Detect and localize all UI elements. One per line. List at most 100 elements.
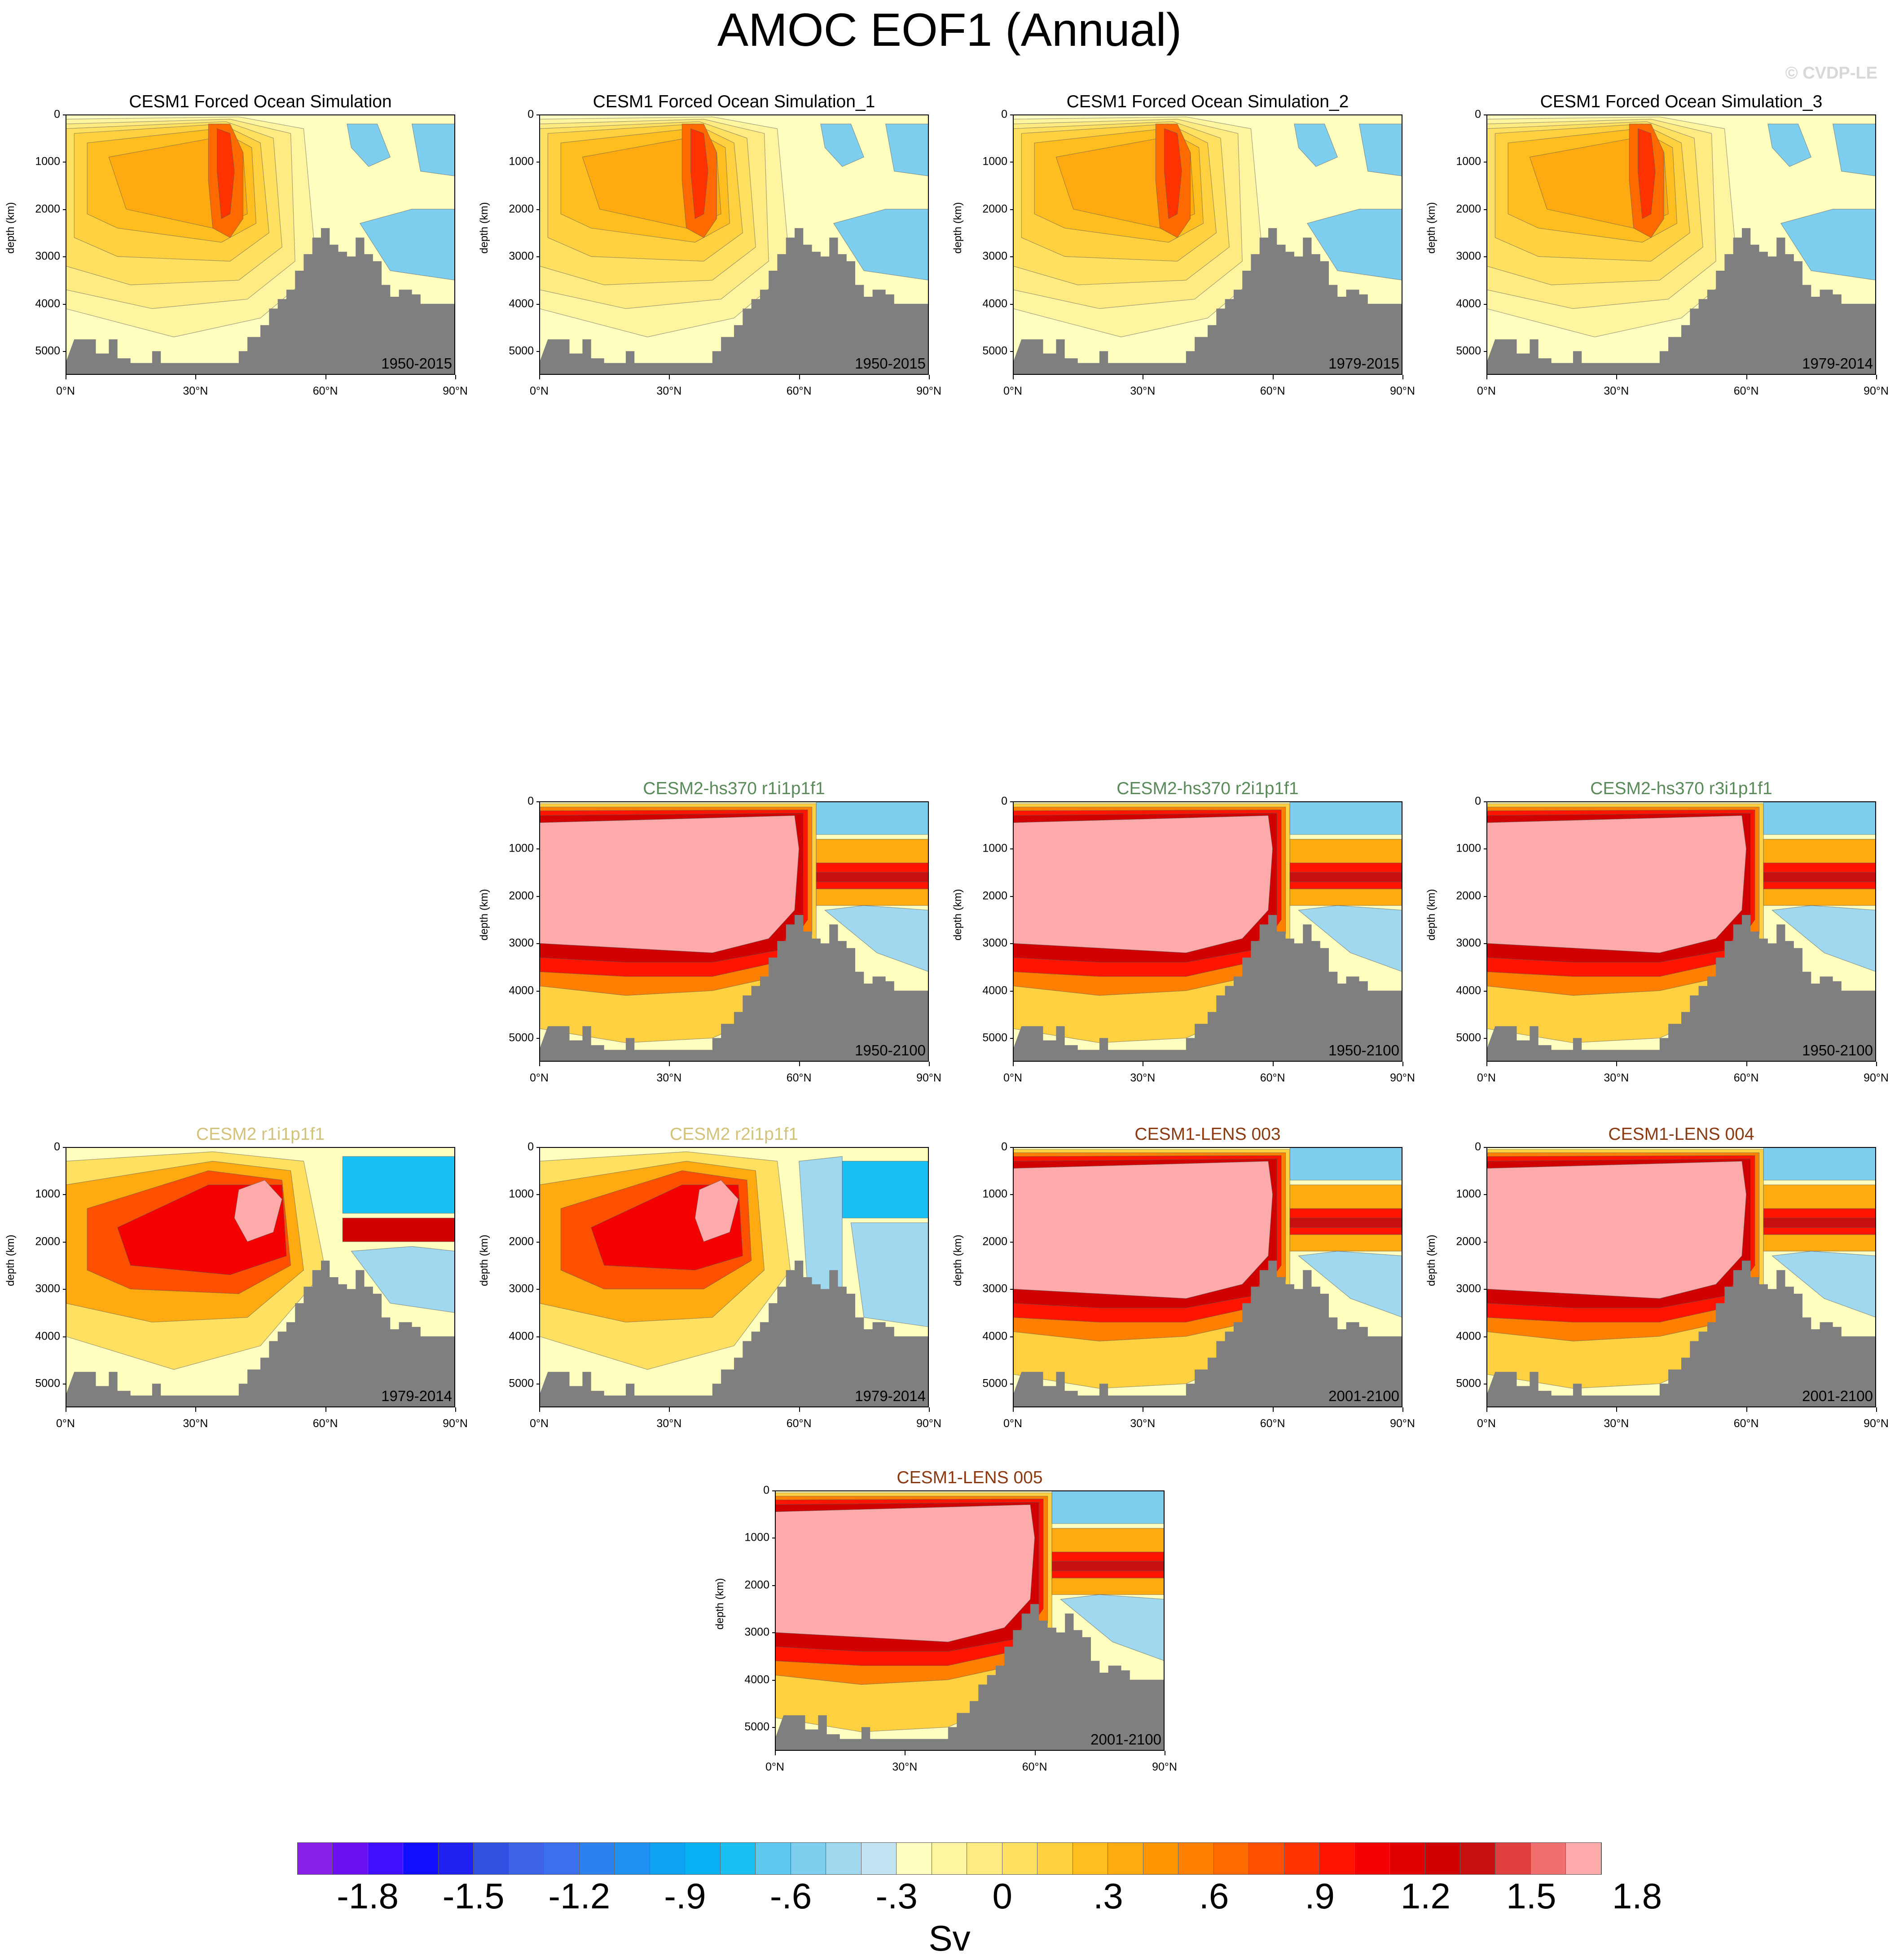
x-tick-label: 30°N	[656, 1417, 682, 1430]
contour-band	[359, 209, 455, 281]
y-axis-label: depth (km)	[478, 889, 490, 940]
colorbar-swatch	[474, 1843, 509, 1874]
y-tick-label: 2000	[982, 202, 1007, 215]
y-tick-mark	[63, 303, 66, 305]
y-tick-mark	[1010, 256, 1014, 258]
y-tick-mark	[536, 801, 540, 802]
colorbar-swatch	[368, 1843, 404, 1874]
y-tick-mark	[1484, 114, 1487, 115]
contour-band	[1298, 1251, 1402, 1318]
x-tick-label: 30°N	[1130, 1417, 1156, 1430]
colorbar-swatch	[1460, 1843, 1496, 1874]
y-tick-mark	[772, 1490, 776, 1491]
x-tick-label: 0°N	[1003, 1072, 1022, 1084]
y-tick-label: 0	[528, 1140, 534, 1153]
plot-frame	[539, 114, 929, 375]
panel: CESM1 Forced Ocean Simulation_2 1979-2015…	[947, 92, 1425, 415]
y-tick-mark	[1484, 801, 1487, 802]
y-tick-mark	[63, 351, 66, 352]
x-tick-mark	[455, 1407, 456, 1412]
plot-area	[539, 801, 929, 1062]
contour-band	[775, 1504, 1035, 1643]
colorbar-label: -1.2	[548, 1876, 611, 1916]
contour-band	[234, 1180, 282, 1242]
contour-band	[1289, 801, 1402, 835]
x-tick-label: 60°N	[786, 385, 812, 397]
y-tick-mark	[536, 896, 540, 897]
colorbar-label: -.6	[769, 1876, 812, 1916]
y-tick-label: 1000	[1456, 842, 1481, 855]
x-tick-mark	[195, 1407, 197, 1412]
contour-plot	[1486, 801, 1876, 1062]
land-mask	[1486, 1261, 1876, 1407]
y-tick-mark	[772, 1585, 776, 1586]
panel-title: CESM2 r1i1p1f1	[196, 1125, 325, 1144]
y-axis-label: depth (km)	[1425, 889, 1437, 940]
y-tick-label: 5000	[1456, 1377, 1481, 1390]
y-tick-label: 0	[54, 1140, 60, 1153]
x-tick-label: 30°N	[892, 1761, 918, 1773]
y-tick-mark	[1010, 1241, 1014, 1243]
plot-area	[1486, 1147, 1876, 1407]
contour-band	[1763, 872, 1876, 882]
contour-band	[1051, 1490, 1165, 1524]
y-tick-mark	[63, 114, 66, 115]
contour-band	[539, 815, 800, 954]
plot-frame	[1486, 1147, 1876, 1407]
x-tick-label: 90°N	[1864, 1417, 1889, 1430]
contour-band	[411, 123, 455, 176]
y-axis-label: depth (km)	[4, 1235, 17, 1286]
y-tick-mark	[536, 303, 540, 305]
colorbar-swatch	[1249, 1843, 1284, 1874]
y-tick-mark	[63, 162, 66, 163]
y-axis-label: depth (km)	[1425, 202, 1437, 254]
contour-band	[816, 872, 929, 882]
panel: CESM1 Forced Ocean Simulation_1 1950-2015…	[474, 92, 952, 415]
contour-band	[1832, 123, 1876, 176]
colorbar-swatch	[1319, 1843, 1355, 1874]
y-tick-label: 3000	[509, 250, 534, 263]
x-tick-mark	[1746, 375, 1747, 379]
plot-frame	[1486, 114, 1876, 375]
colorbar-swatch	[861, 1843, 897, 1874]
y-tick-mark	[536, 162, 540, 163]
contour-band	[1164, 128, 1182, 219]
colorbar-swatch	[1390, 1843, 1425, 1874]
panel-title: CESM1 Forced Ocean Simulation_2	[1066, 92, 1349, 111]
y-axis-label: depth (km)	[952, 202, 964, 254]
x-tick-mark	[775, 1751, 776, 1755]
y-tick-mark	[536, 848, 540, 850]
y-tick-mark	[1484, 990, 1487, 992]
colorbar-swatch	[1566, 1843, 1601, 1874]
contour-band	[1358, 123, 1402, 176]
panel-title: CESM2 r2i1p1f1	[669, 1125, 799, 1144]
x-tick-mark	[1486, 1062, 1487, 1066]
colorbar-swatch	[932, 1843, 967, 1874]
panel-title: CESM1-LENS 005	[897, 1468, 1043, 1487]
y-tick-label: 3000	[35, 1282, 60, 1295]
contour-band	[1772, 905, 1876, 972]
contour-band	[695, 1180, 739, 1242]
y-tick-mark	[1484, 303, 1487, 305]
y-tick-label: 1000	[35, 1187, 60, 1200]
y-tick-label: 3000	[35, 250, 60, 263]
y-tick-label: 4000	[1456, 984, 1481, 997]
x-tick-mark	[669, 1062, 670, 1066]
plot-area	[539, 1147, 929, 1407]
x-tick-label: 90°N	[916, 1417, 941, 1430]
contour-band	[1486, 815, 1747, 954]
panel: CESM1-LENS 005 2001-2100 depth (km) 0 1000 20…	[709, 1468, 1187, 1791]
y-tick-label: 2000	[509, 202, 534, 215]
y-tick-label: 5000	[982, 1377, 1007, 1390]
x-tick-label: 60°N	[312, 385, 338, 397]
y-tick-label: 1000	[982, 155, 1007, 168]
land-mask	[1486, 915, 1876, 1062]
x-tick-label: 0°N	[530, 385, 549, 397]
y-tick-mark	[1484, 896, 1487, 897]
x-tick-label: 60°N	[1260, 385, 1285, 397]
x-tick-label: 30°N	[1604, 1072, 1629, 1084]
contour-plot	[539, 116, 929, 375]
period-label: 2001-2100	[1328, 1388, 1399, 1404]
colorbar-swatch	[826, 1843, 862, 1874]
y-tick-mark	[536, 209, 540, 210]
